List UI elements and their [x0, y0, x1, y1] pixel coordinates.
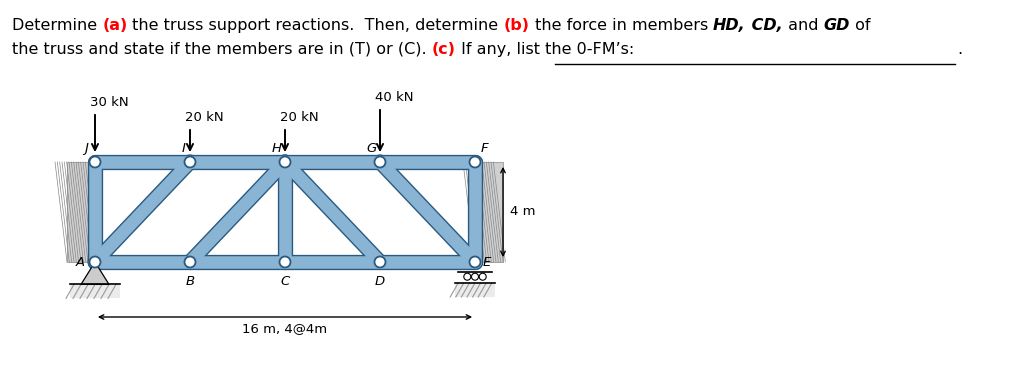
- Text: 20 kN: 20 kN: [185, 111, 223, 124]
- Text: HD,: HD,: [713, 18, 745, 33]
- Text: 40 kN: 40 kN: [375, 91, 414, 104]
- Bar: [70, 284, 120, 298]
- Circle shape: [471, 273, 478, 280]
- Bar: [456, 283, 495, 297]
- Text: the force in members: the force in members: [529, 18, 713, 33]
- Circle shape: [469, 157, 480, 168]
- Text: and: and: [782, 18, 823, 33]
- Text: C: C: [281, 275, 290, 288]
- Text: If any, list the 0-FM’s:: If any, list the 0-FM’s:: [456, 42, 639, 57]
- Bar: [475, 162, 503, 262]
- Text: H: H: [272, 142, 282, 155]
- Circle shape: [184, 157, 196, 168]
- Text: 30 kN: 30 kN: [90, 96, 129, 109]
- Text: E: E: [483, 255, 492, 269]
- Text: of: of: [850, 18, 870, 33]
- Text: G: G: [367, 142, 377, 155]
- Text: (a): (a): [102, 18, 128, 33]
- Text: 16 m, 4@4m: 16 m, 4@4m: [243, 322, 328, 335]
- Text: J: J: [84, 142, 88, 155]
- Text: Determine: Determine: [12, 18, 102, 33]
- Circle shape: [89, 157, 100, 168]
- Text: B: B: [185, 275, 195, 288]
- Text: (b): (b): [504, 18, 529, 33]
- Text: GD: GD: [823, 18, 850, 33]
- Text: 20 kN: 20 kN: [280, 111, 318, 124]
- Text: the truss and state if the members are in (T) or (C).: the truss and state if the members are i…: [12, 42, 432, 57]
- Text: A: A: [76, 255, 85, 269]
- Text: CD,: CD,: [745, 18, 782, 33]
- Circle shape: [375, 256, 385, 268]
- Text: F: F: [481, 142, 488, 155]
- Circle shape: [464, 273, 471, 280]
- Circle shape: [479, 273, 486, 280]
- Polygon shape: [81, 262, 109, 284]
- Text: 4 m: 4 m: [510, 206, 536, 218]
- Text: .: .: [957, 42, 963, 57]
- Text: (c): (c): [432, 42, 456, 57]
- Bar: [67, 162, 95, 262]
- Text: I: I: [182, 142, 186, 155]
- Circle shape: [280, 256, 291, 268]
- Text: the truss support reactions.  Then, determine: the truss support reactions. Then, deter…: [128, 18, 504, 33]
- Circle shape: [469, 256, 480, 268]
- Circle shape: [89, 256, 100, 268]
- Circle shape: [280, 157, 291, 168]
- Text: D: D: [375, 275, 385, 288]
- Circle shape: [184, 256, 196, 268]
- Circle shape: [375, 157, 385, 168]
